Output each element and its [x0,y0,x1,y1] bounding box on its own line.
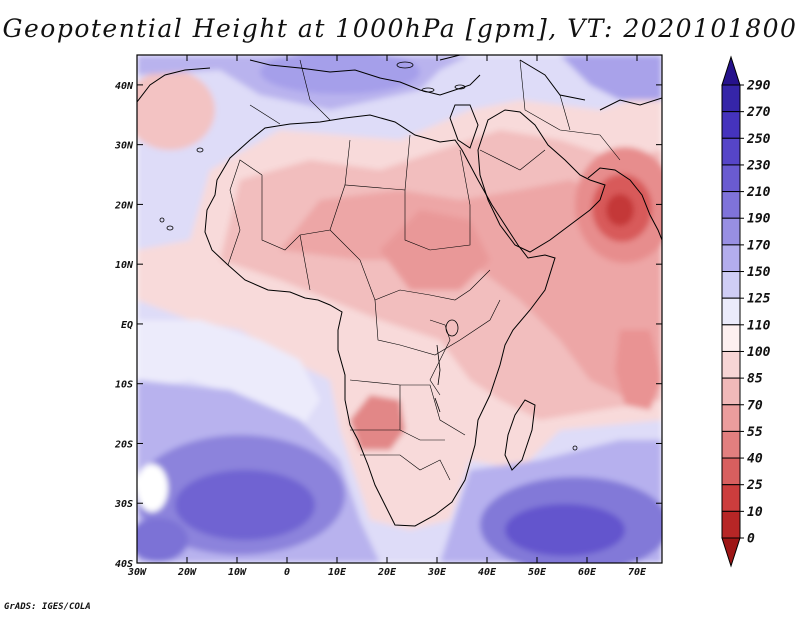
x-tick-label: 20W [177,567,197,578]
colorbar-swatch [721,430,741,459]
x-tick-label: 60E [578,567,597,578]
y-tick-label: 20S [114,439,133,450]
x-axis: 30W 20W 10W 0 10E 20E 30E 40E 50E 60E 70E [127,55,647,578]
colorbar-label: 25 [746,478,763,493]
x-tick-label: 50E [528,567,547,578]
colorbar-swatch [721,244,741,273]
colorbar-bottom-arrow [721,537,741,568]
y-tick-label: 30S [114,499,133,510]
colorbar-label: 250 [746,132,771,147]
colorbar-label: 190 [747,212,771,227]
colorbar-label: 10 [747,505,763,520]
x-tick-label: 40E [478,567,497,578]
colorbar-label: 55 [747,425,763,440]
colorbar-label: 270 [746,105,771,120]
lakes-islands [159,61,578,451]
y-tick-label: EQ [121,320,133,331]
colorbar-top-arrow [721,55,741,86]
colorbar-swatch [721,297,741,326]
colorbar-swatch [721,217,741,246]
colorbar-label: 40 [747,452,763,467]
x-tick-label: 10E [328,567,347,578]
map-area: 30W 20W 10W 0 10E 20E 30E 40E 50E 60E 70E 40N 30N 20… [114,54,663,578]
coastlines [137,55,662,527]
colorbar-label: 100 [747,345,771,360]
y-tick-label: 30N [114,141,134,152]
y-tick-label: 40N [115,81,134,92]
colorbar-swatch [721,324,741,352]
x-tick-label: 70E [628,567,647,578]
colorbar-label: 230 [746,158,771,173]
colorbar-swatch [721,377,741,406]
colorbar-swatch [721,164,741,193]
colorbar-label: 150 [747,265,771,280]
colorbar-swatch [721,84,741,113]
x-tick-label: 0 [284,567,290,578]
map-title: Geopotential Height at 1000hPa [gpm], VT… [2,14,798,43]
colorbar-swatch [721,404,741,432]
y-axis: 40N 30N 20N 10N EQ 10S 20S 30S 40S [114,81,662,570]
x-tick-label: 20E [377,567,397,578]
colorbar-swatch [721,137,741,166]
grads-credit: GrADS: IGES/COLA [4,602,91,612]
colorbar-swatch [721,457,741,486]
colorbar-label: 0 [747,532,755,547]
colorbar-label: 290 [746,79,771,94]
colorbar-swatch [721,350,741,379]
colorbar-label: 125 [747,292,771,307]
colorbar-swatch [721,191,741,219]
colorbar-label: 210 [746,185,771,200]
shaded-field [137,55,662,563]
colorbar-swatch [721,484,741,512]
map-frame [136,54,663,564]
x-tick-label: 30E [427,567,447,578]
colorbar-label: 170 [747,238,771,253]
y-tick-label: 20N [114,200,134,211]
colorbar-label: 70 [747,398,763,413]
x-tick-label: 30W [127,567,147,578]
y-tick-label: 10N [115,260,134,271]
x-tick-label: 10W [228,567,247,578]
y-tick-label: 10S [115,380,133,391]
colorbar-swatch [721,510,741,539]
colorbar-label: 85 [747,372,763,387]
colorbar-swatch [721,111,741,139]
y-tick-label: 40S [115,559,133,570]
colorbar-swatch [721,271,741,299]
country-borders [227,59,621,481]
colorbar-label: 110 [747,318,771,333]
color-legend: 2902702502302101901701501251101008570554… [721,55,771,568]
